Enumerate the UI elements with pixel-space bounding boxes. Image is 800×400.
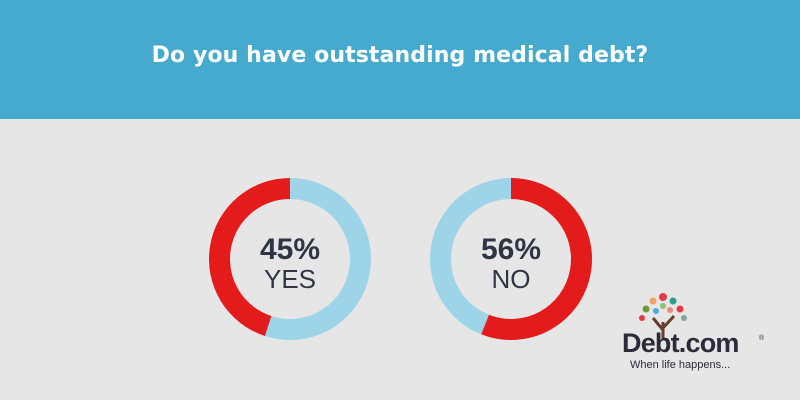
donut-yes-slice-other [264,177,371,340]
logo-registered: ® [759,334,765,342]
header-banner: Do you have outstanding medical debt? [0,0,800,119]
tree-icon [639,293,687,340]
page-title: Do you have outstanding medical debt? [151,43,649,68]
donut-no: 56% NO [430,178,592,340]
donut-charts: 45% YES 56% NO [208,177,592,340]
debt-com-logo: Debt.com ® When life happens... [622,293,765,371]
donut-no-percent: 56% [481,233,541,266]
donut-yes: 45% YES [208,177,371,340]
donut-yes-slice-yes [208,178,290,337]
donut-no-label: NO [492,264,531,294]
donut-yes-percent: 45% [260,233,320,266]
donut-no-slice-no [481,178,592,340]
donut-yes-label: YES [264,264,316,294]
logo-tagline: When life happens... [630,359,730,371]
logo-brand: Debt.com [622,328,739,358]
donut-no-slice-other [430,178,511,335]
